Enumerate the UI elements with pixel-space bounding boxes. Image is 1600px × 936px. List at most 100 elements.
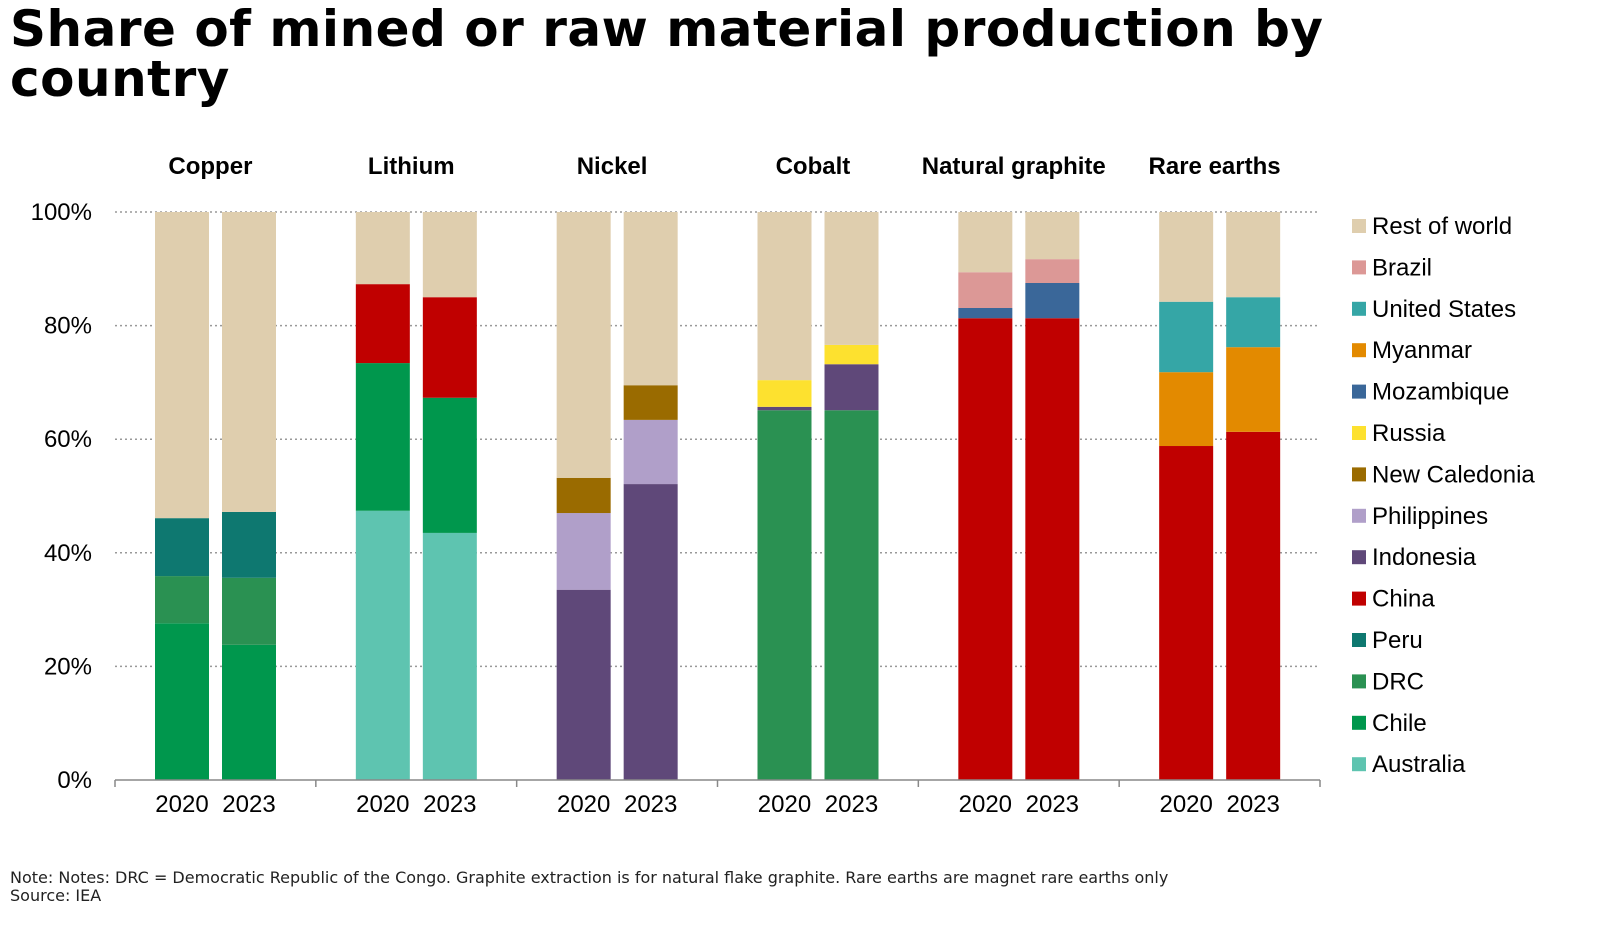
legend-label: DRC [1372, 668, 1424, 695]
x-tick-label: 2023 [624, 791, 677, 818]
legend-label: Philippines [1372, 503, 1488, 530]
chart-note: Note: Notes: DRC = Democratic Republic o… [10, 869, 1168, 905]
legend-label: Brazil [1372, 254, 1432, 281]
bar-segment-rest-of-world [623, 212, 678, 386]
bar-segment-mozambique [958, 307, 1013, 319]
legend-label: Mozambique [1372, 379, 1509, 406]
bar-segment-brazil [1025, 259, 1080, 283]
legend-swatch [1352, 591, 1366, 606]
bar-segment-brazil [958, 272, 1013, 308]
bar-segment-drc [824, 410, 879, 780]
legend-swatch [1352, 384, 1366, 399]
bar-segment-china [1159, 446, 1214, 780]
y-tick-label: 40% [44, 540, 92, 567]
bar-segment-rest-of-world [757, 212, 812, 381]
bar-segment-rest-of-world [824, 212, 879, 345]
legend-label: China [1372, 586, 1435, 613]
legend-label: Peru [1372, 627, 1423, 654]
bar-segment-rest-of-world [958, 212, 1013, 273]
bar-segment-rest-of-world [1025, 212, 1080, 260]
bar-segment-rest-of-world [556, 212, 611, 478]
bar-segment-australia [355, 510, 410, 780]
bar-segment-mozambique [1025, 283, 1080, 319]
note-text: Note: Notes: DRC = Democratic Republic o… [10, 868, 1169, 887]
bar-segment-myanmar [1159, 372, 1214, 447]
legend-label: Indonesia [1372, 544, 1477, 571]
bar-segment-china [355, 284, 410, 364]
bar-segment-new-caledonia [623, 385, 678, 420]
bar-segment-chile [355, 363, 410, 511]
legend-label: United States [1372, 296, 1516, 323]
legend-label: New Caledonia [1372, 461, 1535, 488]
bar-segment-indonesia [757, 406, 812, 411]
y-tick-label: 100% [31, 199, 92, 226]
legend-swatch [1352, 301, 1366, 316]
bar-segment-rest-of-world [1226, 212, 1281, 298]
bar-segment-rest-of-world [1159, 212, 1214, 302]
bar-segment-indonesia [556, 589, 611, 780]
legend-label: Myanmar [1372, 337, 1472, 364]
bar-segment-peru [222, 511, 276, 578]
bar-segment-australia [422, 532, 477, 780]
legend-swatch [1352, 715, 1366, 730]
legend-label: Chile [1372, 710, 1427, 737]
bar-segment-indonesia [824, 364, 879, 411]
bar-segment-chile [155, 623, 209, 780]
bar-segment-rest-of-world [222, 212, 276, 512]
legend-swatch [1352, 757, 1366, 772]
legend-swatch [1352, 219, 1366, 233]
source-text: Source: IEA [10, 886, 102, 905]
y-tick-label: 0% [57, 767, 92, 794]
bar-segment-united-states [1226, 297, 1281, 348]
y-tick-label: 80% [44, 313, 92, 340]
group-label: Rare earths [1149, 153, 1281, 180]
group-label: Lithium [368, 153, 455, 180]
x-tick-label: 2023 [825, 791, 878, 818]
group-label: Natural graphite [922, 153, 1106, 180]
x-tick-label: 2020 [758, 791, 811, 818]
bar-segment-russia [757, 380, 812, 407]
legend-label: Australia [1372, 751, 1466, 778]
legend-swatch [1352, 343, 1366, 358]
x-tick-label: 2023 [1026, 791, 1079, 818]
bar-segment-rest-of-world [422, 212, 477, 298]
bar-segment-russia [824, 344, 879, 365]
group-label: Cobalt [776, 153, 851, 180]
bar-segment-philippines [623, 419, 678, 485]
x-tick-label: 2020 [1159, 791, 1212, 818]
legend-swatch [1352, 674, 1366, 689]
x-tick-label: 2020 [557, 791, 610, 818]
legend-swatch [1352, 426, 1366, 440]
legend-swatch [1352, 550, 1366, 565]
legend-label: Rest of world [1372, 213, 1512, 240]
legend-swatch [1352, 633, 1366, 647]
bar-segment-china [1226, 431, 1281, 780]
bar-segment-drc [757, 410, 812, 780]
bar-segment-chile [422, 397, 477, 533]
bar-segment-chile [222, 644, 276, 780]
y-tick-label: 20% [44, 653, 92, 680]
bar-segment-peru [155, 518, 209, 577]
bar-segment-myanmar [1226, 347, 1281, 432]
bar-segment-new-caledonia [556, 477, 611, 514]
x-tick-label: 2020 [959, 791, 1012, 818]
group-label: Copper [168, 153, 252, 180]
group-label: Nickel [577, 153, 648, 180]
legend-swatch [1352, 508, 1366, 523]
chart-title: Share of mined or raw material productio… [10, 0, 1324, 108]
bar-segment-china [422, 297, 477, 398]
x-tick-label: 2023 [1226, 791, 1279, 818]
bar-segment-united-states [1159, 301, 1214, 373]
legend-swatch [1352, 467, 1366, 482]
bar-segment-indonesia [623, 484, 678, 780]
bar-segment-rest-of-world [355, 212, 410, 285]
x-tick-label: 2020 [356, 791, 409, 818]
x-tick-label: 2023 [222, 791, 275, 818]
x-tick-label: 2020 [155, 791, 208, 818]
bar-segment-drc [155, 576, 209, 624]
bar-segment-china [958, 318, 1013, 780]
bar-segment-philippines [556, 513, 611, 590]
bar-segment-china [1025, 318, 1080, 780]
y-tick-label: 60% [44, 426, 92, 453]
